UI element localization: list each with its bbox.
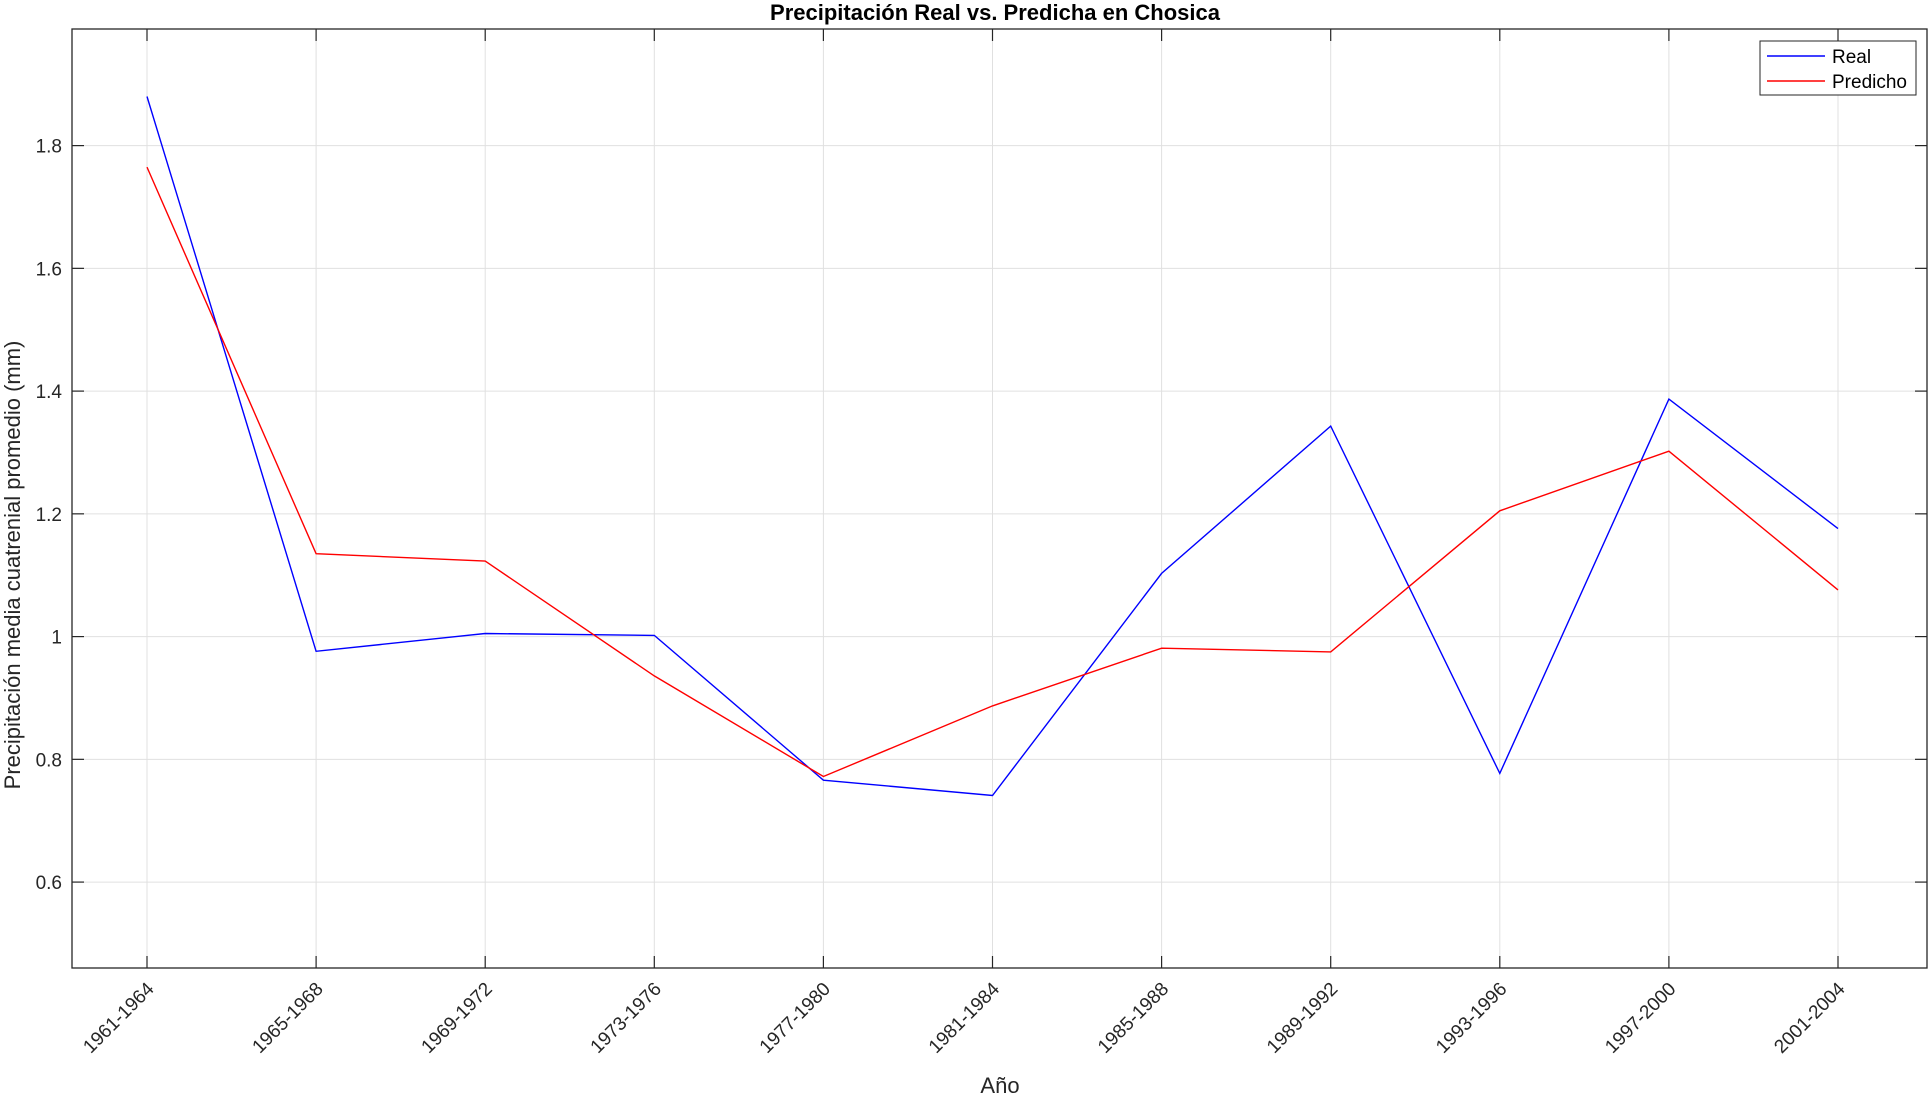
legend-box <box>1759 40 1917 96</box>
x-tick-label: 1989-1992 <box>1263 979 1342 1058</box>
axes-frame <box>71 28 1928 969</box>
x-tick-label: 1997-2000 <box>1601 979 1680 1058</box>
chart-title: Precipitación Real vs. Predicha en Chosi… <box>770 0 1221 25</box>
y-tick-label: 0.6 <box>36 873 62 894</box>
series-line-real <box>146 96 1839 797</box>
y-tick-label: 0.8 <box>36 750 62 771</box>
x-tick-label: 2001-2004 <box>1770 978 1849 1057</box>
y-tick-label: 1.2 <box>36 505 62 526</box>
legend-label-real: Real <box>1832 47 1871 68</box>
x-axis-label: Año <box>980 1073 1019 1097</box>
ticks: 1961-1964 1965-1968 1969-1972 1973-1976 1977… <box>36 29 1927 1058</box>
x-tick-label: 1973-1976 <box>587 979 666 1058</box>
x-tick-label: 1961-1964 <box>79 978 158 1057</box>
y-tick-label: 1.8 <box>36 137 62 158</box>
axes-box <box>71 28 1928 969</box>
y-tick-label: 1.4 <box>36 382 63 403</box>
x-tick-label: 1977-1980 <box>756 979 835 1058</box>
x-tick-label: 1969-1972 <box>418 979 497 1058</box>
series-lines <box>146 96 1839 797</box>
y-tick-label: 1.6 <box>36 259 62 280</box>
legend-label-predicho: Predicho <box>1832 72 1907 93</box>
x-tick-label: 1981-1984 <box>925 978 1004 1057</box>
grid <box>72 29 1927 968</box>
x-tick-label: 1965-1968 <box>249 979 328 1058</box>
series-line-predicho <box>146 166 1839 778</box>
x-tick-label: 1985-1988 <box>1094 979 1173 1058</box>
y-axis-label: Precipitación media cuatrenial promedio … <box>0 341 25 790</box>
x-tick-label: 1993-1996 <box>1432 979 1511 1058</box>
y-tick-label: 1 <box>51 628 62 649</box>
legend: Real Predicho <box>1759 40 1917 96</box>
